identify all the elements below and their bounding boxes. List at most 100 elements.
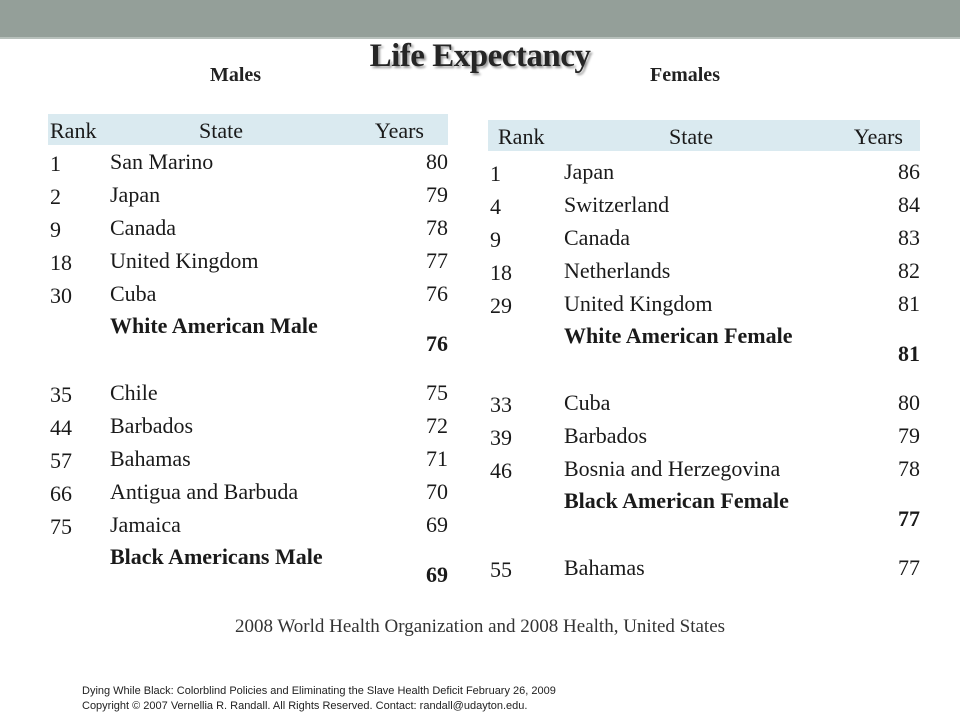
rank-cell: 33 — [490, 392, 512, 417]
table-row: 2 Japan 79 — [48, 178, 448, 211]
table-row: 18 Netherlands 82 — [488, 254, 920, 287]
rank-cell: 1 — [490, 161, 501, 186]
table-row: White American Male 76 — [48, 310, 448, 376]
rank-cell: 18 — [490, 260, 512, 285]
header-state: State — [669, 124, 713, 149]
header-state: State — [199, 118, 243, 143]
state-cell: White American Male — [110, 313, 318, 338]
table-row: 46 Bosnia and Herzegovina 78 — [488, 452, 920, 485]
state-cell: Bosnia and Herzegovina — [564, 456, 781, 481]
table-row: 1 San Marino 80 — [48, 145, 448, 178]
state-cell: Black Americans Male — [110, 544, 323, 569]
years-cell: 76 — [426, 330, 448, 356]
table-row: Black American Female 77 — [488, 485, 920, 551]
state-cell: Barbados — [110, 413, 194, 438]
table-row: 9 Canada 78 — [48, 211, 448, 244]
rank-cell: 30 — [50, 283, 72, 308]
years-cell: 80 — [898, 390, 920, 415]
state-cell: San Marino — [110, 149, 214, 174]
rank-cell: 35 — [50, 382, 72, 407]
years-cell: 77 — [898, 505, 920, 531]
state-cell: Jamaica — [110, 512, 181, 537]
rank-cell: 9 — [490, 227, 501, 252]
table-row: 33 Cuba 80 — [488, 386, 920, 419]
state-cell: United Kingdom — [110, 248, 259, 273]
table-row: Black Americans Male 69 — [48, 541, 448, 607]
rank-cell: 75 — [50, 514, 72, 539]
years-cell: 81 — [898, 340, 920, 366]
table-row: 75 Jamaica 69 — [48, 508, 448, 541]
table-row: White American Female 81 — [488, 320, 920, 386]
table-row: 35 Chile 75 — [48, 376, 448, 409]
years-cell: 78 — [898, 456, 920, 481]
state-cell: Cuba — [564, 390, 611, 415]
table-row: 4 Switzerland 84 — [488, 188, 920, 221]
years-cell: 76 — [426, 281, 448, 306]
females-label: Females — [650, 64, 720, 86]
state-cell: Chile — [110, 380, 158, 405]
years-cell: 72 — [426, 413, 448, 438]
footer: Dying While Black: Colorblind Policies a… — [82, 684, 556, 714]
rank-cell: 66 — [50, 481, 72, 506]
table-row: 39 Barbados 79 — [488, 419, 920, 452]
rank-cell: 44 — [50, 415, 72, 440]
years-cell: 77 — [898, 555, 920, 580]
years-cell: 84 — [898, 192, 920, 217]
years-cell: 77 — [426, 248, 448, 273]
state-cell: Canada — [564, 225, 630, 250]
state-cell: Japan — [564, 159, 615, 184]
slide-title: Life Expectancy — [369, 38, 591, 74]
years-cell: 70 — [426, 479, 448, 504]
state-cell: Bahamas — [110, 446, 191, 471]
header-years: Years — [853, 124, 903, 149]
years-cell: 75 — [426, 380, 448, 405]
state-cell: White American Female — [564, 323, 793, 348]
state-cell: Barbados — [564, 423, 648, 448]
source-citation: 2008 World Health Organization and 2008 … — [234, 616, 726, 637]
years-cell: 78 — [426, 215, 448, 240]
state-cell: Bahamas — [564, 555, 645, 580]
footer-line-1: Dying While Black: Colorblind Policies a… — [82, 685, 556, 697]
table-row: 9 Canada 83 — [488, 221, 920, 254]
rank-cell: 18 — [50, 250, 72, 275]
years-cell: 86 — [898, 159, 920, 184]
state-cell: Switzerland — [564, 192, 670, 217]
table-header: Rank State Years — [48, 114, 448, 145]
rank-cell: 2 — [50, 184, 61, 209]
rank-cell: 1 — [50, 151, 61, 176]
state-cell: United Kingdom — [564, 291, 713, 316]
table-row: 29 United Kingdom 81 — [488, 287, 920, 320]
state-cell: Netherlands — [564, 258, 671, 283]
table-row: 57 Bahamas 71 — [48, 442, 448, 475]
rank-cell: 9 — [50, 217, 61, 242]
rank-cell: 46 — [490, 458, 512, 483]
rank-cell: 57 — [50, 448, 72, 473]
state-cell: Canada — [110, 215, 176, 240]
rank-cell: 4 — [490, 194, 501, 219]
top-bar — [0, 0, 960, 39]
years-cell: 71 — [426, 446, 448, 471]
males-label: Males — [210, 64, 262, 86]
table-header: Rank State Years — [488, 120, 920, 151]
state-cell: Black American Female — [564, 488, 789, 513]
years-cell: 69 — [426, 561, 448, 587]
table-row: 30 Cuba 76 — [48, 277, 448, 310]
table-row: 55 Bahamas 77 — [488, 551, 920, 584]
state-cell: Antigua and Barbuda — [110, 479, 299, 504]
footer-line-2: Copyright © 2007 Vernellia R. Randall. A… — [82, 700, 528, 712]
header-years: Years — [374, 118, 424, 143]
rank-cell: 39 — [490, 425, 512, 450]
rank-cell: 55 — [490, 557, 512, 582]
table-row: 1 Japan 86 — [488, 155, 920, 188]
years-cell: 81 — [898, 291, 920, 316]
years-cell: 80 — [426, 149, 448, 174]
years-cell: 83 — [898, 225, 920, 250]
rank-cell: 29 — [490, 293, 512, 318]
table-row: 18 United Kingdom 77 — [48, 244, 448, 277]
header-rank: Rank — [498, 124, 545, 149]
state-cell: Cuba — [110, 281, 157, 306]
table-row: 66 Antigua and Barbuda 70 — [48, 475, 448, 508]
header-rank: Rank — [50, 118, 97, 143]
years-cell: 79 — [898, 423, 920, 448]
